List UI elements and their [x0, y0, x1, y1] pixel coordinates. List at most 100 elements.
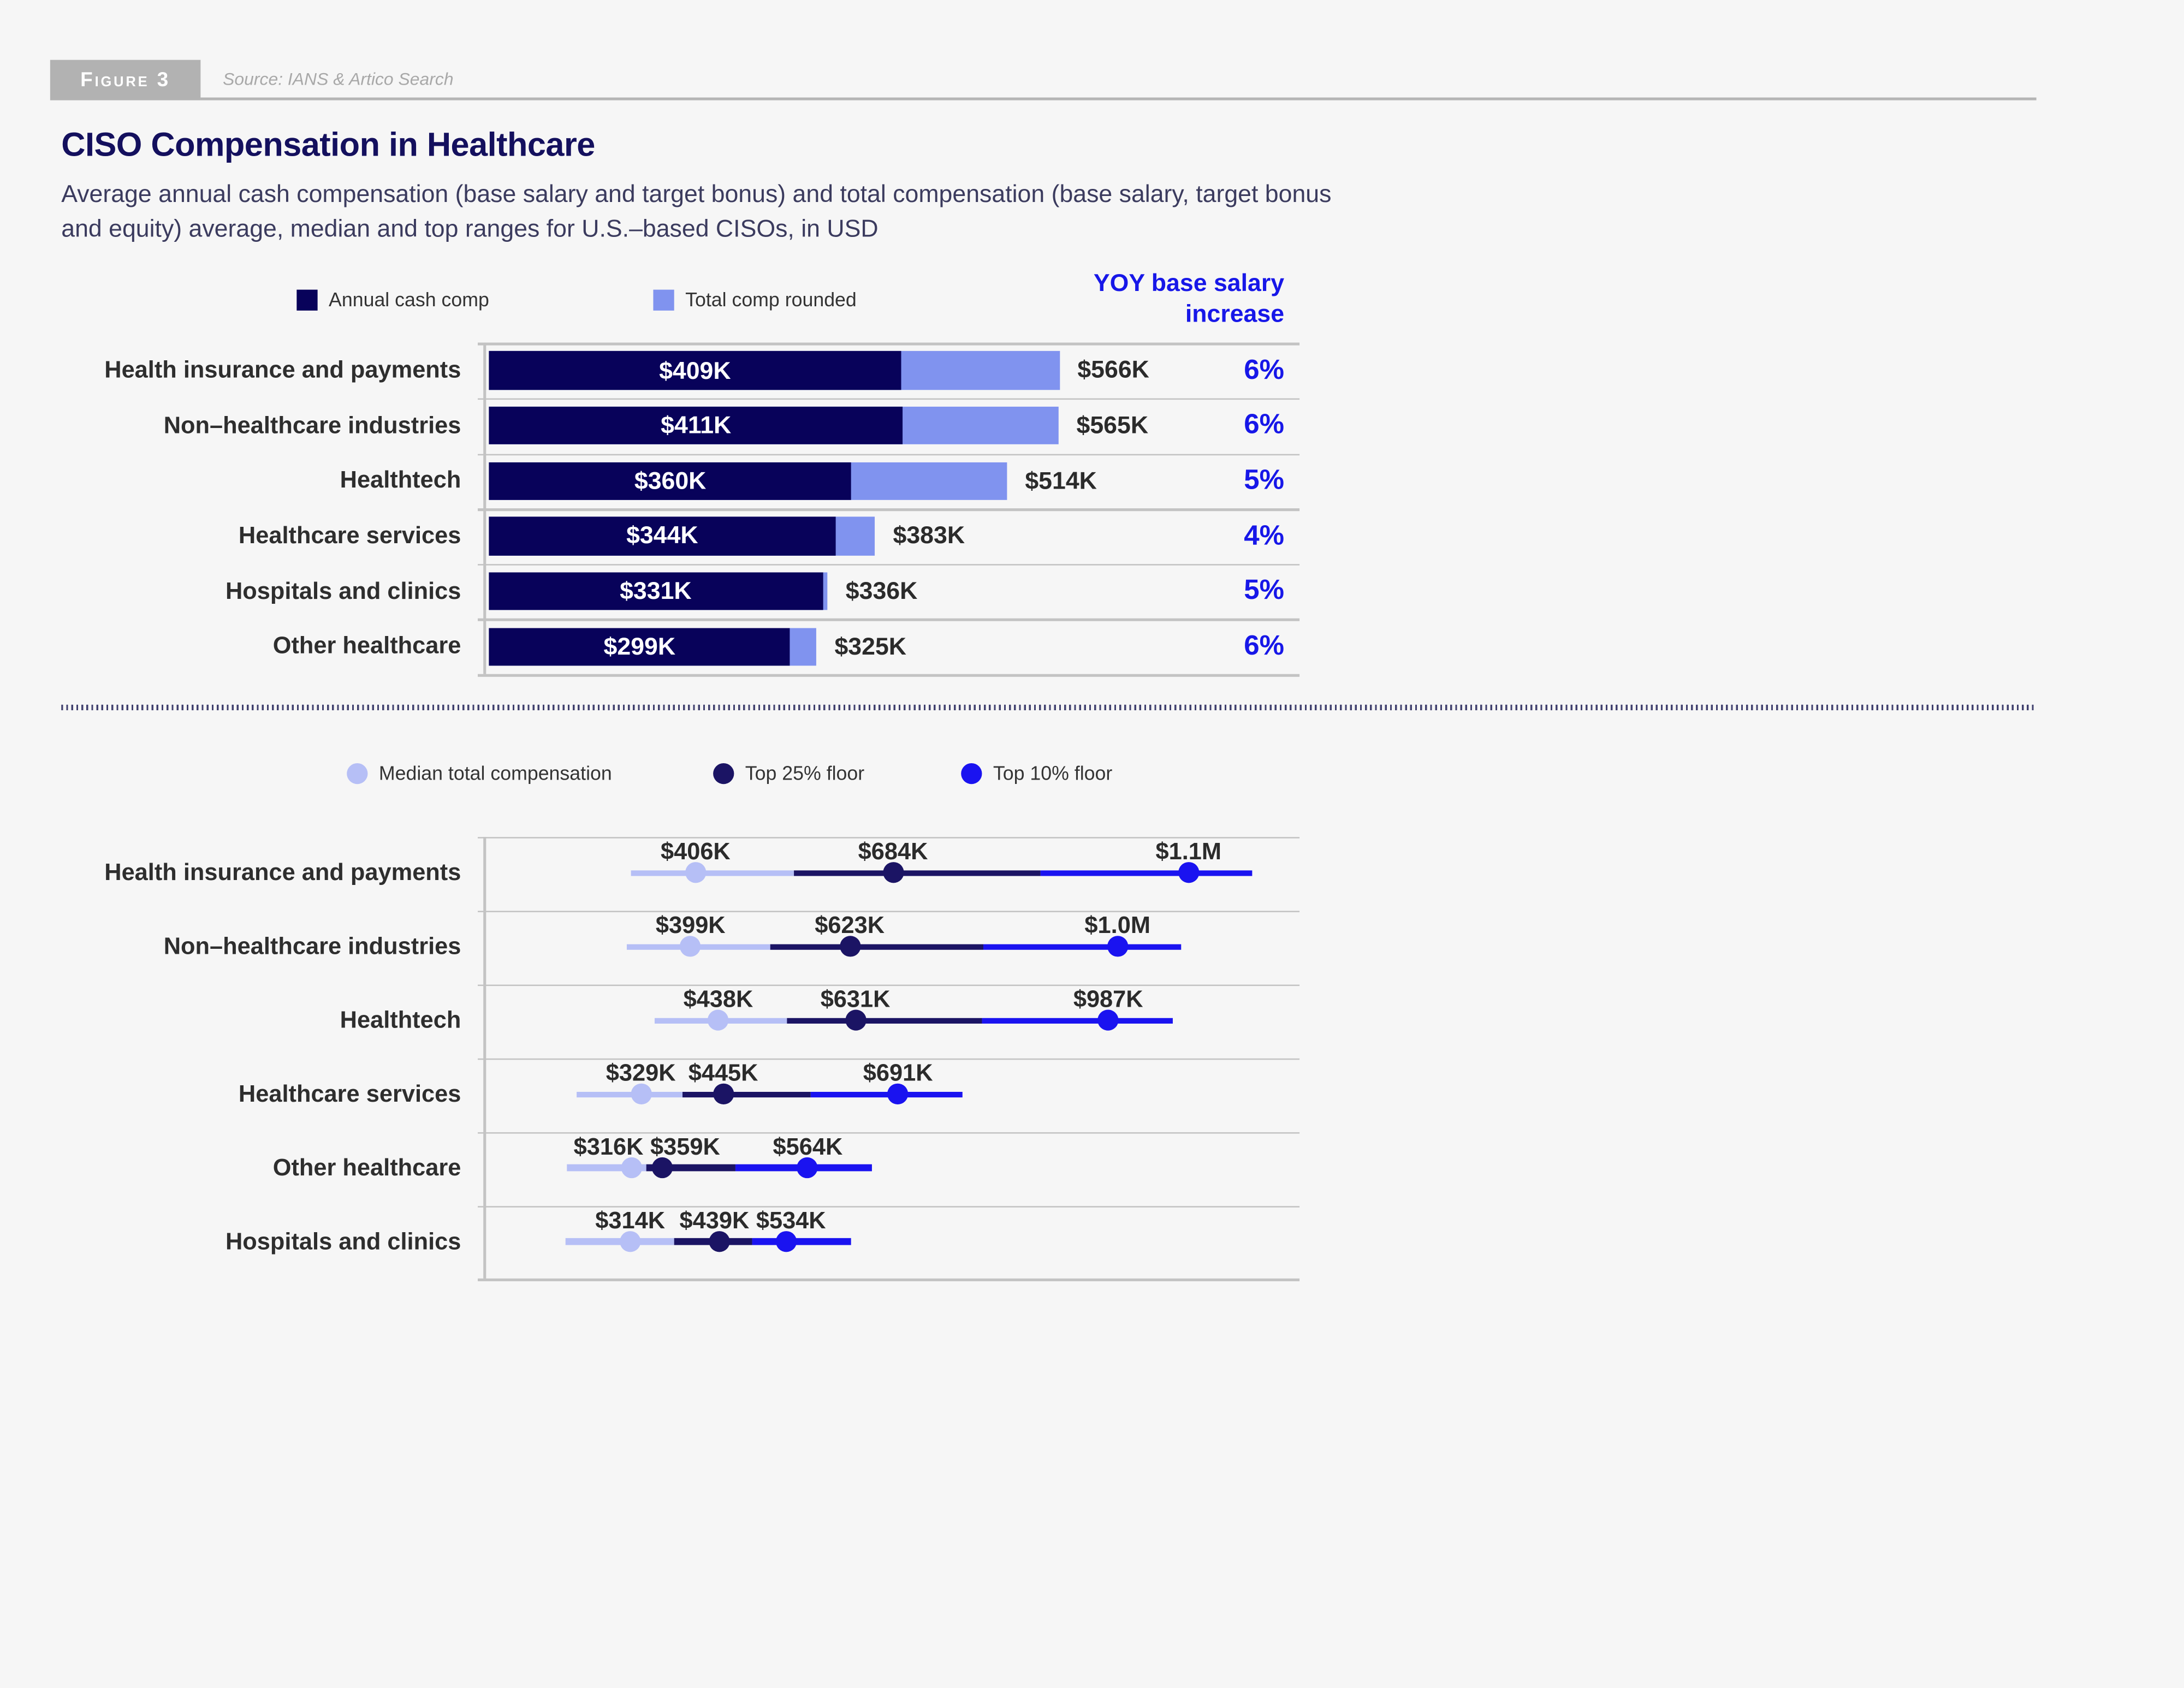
total-comp-swatch-icon: [653, 289, 674, 310]
yoy-value: 6%: [1244, 354, 1285, 385]
top10-floor-value-label: $1.1M: [1155, 839, 1222, 866]
category-label: Hospitals and clinics: [225, 1227, 461, 1255]
figure-badge: Figure 3: [50, 60, 201, 100]
bar-row-separator: [477, 398, 1300, 401]
dot-row-separator: [477, 1279, 1300, 1281]
total-value-label: $325K: [834, 631, 907, 659]
median-value-label: $316K: [573, 1133, 644, 1161]
header-rule: [200, 97, 2037, 100]
category-label: Non–healthcare industries: [163, 412, 461, 438]
legend-label: Median total compensation: [378, 762, 612, 784]
total-value-label: $514K: [1025, 466, 1097, 494]
median-dot: [680, 936, 701, 958]
top10-floor-value-label: $987K: [1073, 986, 1143, 1013]
bar-row-separator: [477, 674, 1300, 676]
category-label: Other healthcare: [272, 1154, 461, 1181]
median-dot-icon: [347, 762, 368, 783]
page-subtitle: Average annual cash compensation (base s…: [61, 180, 1332, 242]
range-line-median-segment: [631, 870, 794, 876]
yoy-value: 6%: [1244, 409, 1285, 441]
median-dot: [630, 1084, 651, 1105]
legend-label: Top 25% floor: [745, 762, 865, 784]
legend-item-cash-comp: Annual cash comp: [296, 288, 489, 311]
legend-item-median: Median total compensation: [347, 762, 612, 784]
top25-floor-value-label: $439K: [679, 1207, 750, 1234]
median-value-label: $406K: [660, 839, 731, 866]
category-label: Other healthcare: [272, 632, 461, 659]
top25-dot-icon: [713, 762, 734, 783]
dot-row-separator: [477, 1131, 1300, 1134]
yoy-value: 5%: [1244, 575, 1285, 607]
top10-floor-value-label: $564K: [773, 1133, 843, 1161]
legend-label: Total comp rounded: [685, 288, 857, 311]
bar-row-separator: [477, 563, 1300, 566]
median-value-label: $438K: [683, 986, 753, 1013]
total-value-label: $566K: [1077, 355, 1149, 384]
top10-floor-value-label: $691K: [863, 1060, 933, 1087]
yoy-header-line2: increase: [1185, 300, 1285, 328]
top25-floor-dot: [651, 1157, 673, 1179]
cash-comp-bar: $411K: [489, 406, 904, 445]
cash-comp-swatch-icon: [296, 289, 318, 310]
figure-source: Source: IANS & Artico Search: [223, 69, 454, 90]
category-label: Health insurance and payments: [104, 356, 461, 383]
dot-row-separator: [477, 1205, 1300, 1208]
yoy-column-header: YOY base salary increase: [975, 268, 1284, 330]
category-label: Healthtech: [340, 1006, 461, 1033]
cash-comp-bar: $299K: [489, 627, 791, 666]
yoy-header-line1: YOY base salary: [1093, 269, 1285, 297]
category-label: Healthcare services: [238, 522, 461, 549]
cash-comp-bar: $360K: [489, 461, 852, 500]
bar-chart-axis-line: [483, 343, 486, 674]
legend-item-top10-floor: Top 10% floor: [961, 762, 1112, 784]
top10-floor-dot: [1097, 1010, 1119, 1031]
page-title: CISO Compensation in Healthcare: [61, 127, 595, 165]
total-value-label: $383K: [893, 521, 965, 549]
bar-row-separator: [477, 619, 1300, 621]
bar-row-separator: [477, 453, 1300, 456]
yoy-value: 4%: [1244, 520, 1285, 551]
top10-dot-icon: [961, 762, 982, 783]
median-dot: [621, 1157, 642, 1179]
top25-floor-dot: [708, 1231, 729, 1252]
legend-label: Top 10% floor: [993, 762, 1113, 784]
cash-comp-bar: $344K: [489, 516, 836, 556]
top10-floor-dot: [1107, 936, 1128, 958]
range-line-median-segment: [577, 1091, 682, 1097]
total-value-label: $565K: [1076, 411, 1149, 439]
range-line-median-segment: [567, 1164, 647, 1171]
median-dot: [708, 1010, 729, 1031]
section-divider: [61, 704, 2037, 711]
top25-floor-dot: [882, 863, 904, 884]
top25-floor-value-label: $623K: [815, 912, 885, 940]
top25-floor-value-label: $359K: [650, 1133, 720, 1161]
median-dot: [685, 863, 707, 884]
range-line-top25-floor-segment: [646, 1164, 735, 1171]
yoy-value: 6%: [1244, 631, 1285, 662]
category-label: Non–healthcare industries: [163, 932, 461, 960]
dot-row-separator: [477, 1057, 1300, 1060]
top10-floor-value-label: $1.0M: [1084, 912, 1150, 940]
median-value-label: $329K: [606, 1060, 676, 1087]
legend-item-total-comp: Total comp rounded: [653, 288, 857, 311]
range-line-top25-floor-segment: [787, 1017, 982, 1024]
yoy-value: 5%: [1244, 465, 1285, 496]
dot-row-separator: [477, 910, 1300, 913]
bar-row-separator: [477, 343, 1300, 346]
category-label: Hospitals and clinics: [225, 577, 461, 604]
range-line-top10-floor-segment: [752, 1238, 851, 1245]
median-value-label: $314K: [595, 1207, 666, 1234]
top10-floor-dot: [887, 1084, 909, 1105]
top25-floor-value-label: $445K: [688, 1060, 758, 1087]
range-line-top10-floor-segment: [982, 1017, 1173, 1024]
dot-row-separator: [477, 984, 1300, 986]
dot-row-separator: [477, 836, 1300, 839]
dot-chart-axis-line: [483, 836, 486, 1279]
cash-comp-bar: $331K: [489, 572, 823, 611]
top10-floor-dot: [776, 1231, 797, 1252]
range-line-top25-floor-segment: [770, 943, 984, 950]
median-dot: [620, 1231, 641, 1252]
